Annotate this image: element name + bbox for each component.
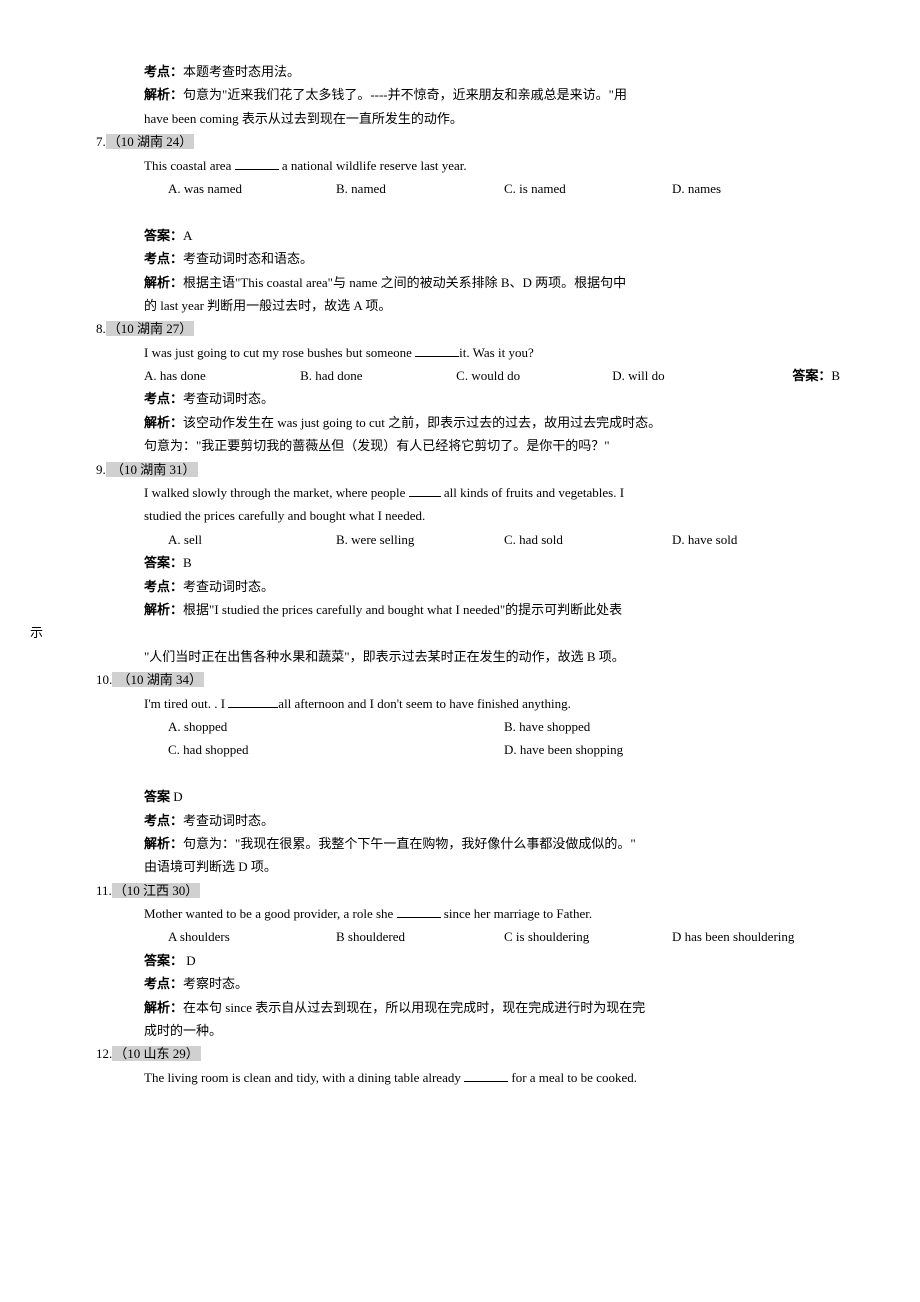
q12-header: 12.（10 山东 29） [120, 1042, 840, 1065]
q7-answer: 答案：A [120, 224, 840, 247]
q7-kaodian: 考点：考查动词时态和语态。 [120, 247, 840, 270]
q9-answer: 答案：B [120, 551, 840, 574]
q8-choices-row: A. has doneB. had doneC. would doD. will… [120, 364, 840, 387]
q7-jiexi-1: 解析：根据主语"This coastal area"与 name 之间的被动关系… [120, 271, 840, 294]
q10-choices-row2: C. had shoppedD. have been shopping [120, 738, 840, 761]
q11-jiexi-2: 成时的一种。 [120, 1019, 840, 1042]
q9-jiexi-2: "人们当时正在出售各种水果和蔬菜"，即表示过去某时正在发生的动作，故选 B 项。 [120, 645, 840, 668]
pre-jiexi-1: 解析：句意为"近来我们花了太多钱了。----并不惊奇，近来朋友和亲戚总是来访。"… [120, 83, 840, 106]
q10-header: 10. （10 湖南 34） [120, 668, 840, 691]
q10-jiexi-1: 解析：句意为："我现在很累。我整个下午一直在购物，我好像什么事都没做成似的。" [120, 832, 840, 855]
q11-answer: 答案： D [120, 949, 840, 972]
q11-jiexi-1: 解析：在本句 since 表示自从过去到现在，所以用现在完成时，现在完成进行时为… [120, 996, 840, 1019]
q12-stem: The living room is clean and tidy, with … [120, 1066, 840, 1089]
q10-stem: I'm tired out. . I all afternoon and I d… [120, 692, 840, 715]
q7-jiexi-2: 的 last year 判断用一般过去时，故选 A 项。 [120, 294, 840, 317]
q11-choices: A shouldersB shoulderedC is shoulderingD… [120, 925, 840, 948]
q9-stem-1: I walked slowly through the market, wher… [120, 481, 840, 504]
q11-stem: Mother wanted to be a good provider, a r… [120, 902, 840, 925]
q7-header: 7.（10 湖南 24） [120, 130, 840, 153]
pre-kaodian: 考点：本题考查时态用法。 [120, 60, 840, 83]
q8-header: 8.（10 湖南 27） [120, 317, 840, 340]
q9-header: 9. （10 湖南 31） [120, 458, 840, 481]
q8-kaodian: 考点：考查动词时态。 [120, 387, 840, 410]
q11-kaodian: 考点：考察时态。 [120, 972, 840, 995]
q10-kaodian: 考点：考查动词时态。 [120, 809, 840, 832]
q8-jiexi-1: 解析：该空动作发生在 was just going to cut 之前，即表示过… [120, 411, 840, 434]
q8-jiexi-2: 句意为："我正要剪切我的蔷薇丛但（发现）有人已经将它剪切了。是你干的吗？" [120, 434, 840, 457]
q9-jiexi-left: 示 [30, 621, 43, 644]
q7-stem: This coastal area a national wildlife re… [120, 154, 840, 177]
q10-choices-row1: A. shoppedB. have shopped [120, 715, 840, 738]
q9-stem-2: studied the prices carefully and bought … [120, 504, 840, 527]
q10-jiexi-2: 由语境可判断选 D 项。 [120, 855, 840, 878]
q11-header: 11.（10 江西 30） [120, 879, 840, 902]
pre-jiexi-2: have been coming 表示从过去到现在一直所发生的动作。 [120, 107, 840, 130]
q9-kaodian: 考点：考查动词时态。 [120, 575, 840, 598]
q7-choices: A. was namedB. namedC. is namedD. names [120, 177, 840, 200]
q8-stem: I was just going to cut my rose bushes b… [120, 341, 840, 364]
q10-answer: 答案 D [120, 785, 840, 808]
q9-jiexi-1: 解析：根据"I studied the prices carefully and… [120, 598, 840, 621]
q9-choices: A. sellB. were sellingC. had soldD. have… [120, 528, 840, 551]
